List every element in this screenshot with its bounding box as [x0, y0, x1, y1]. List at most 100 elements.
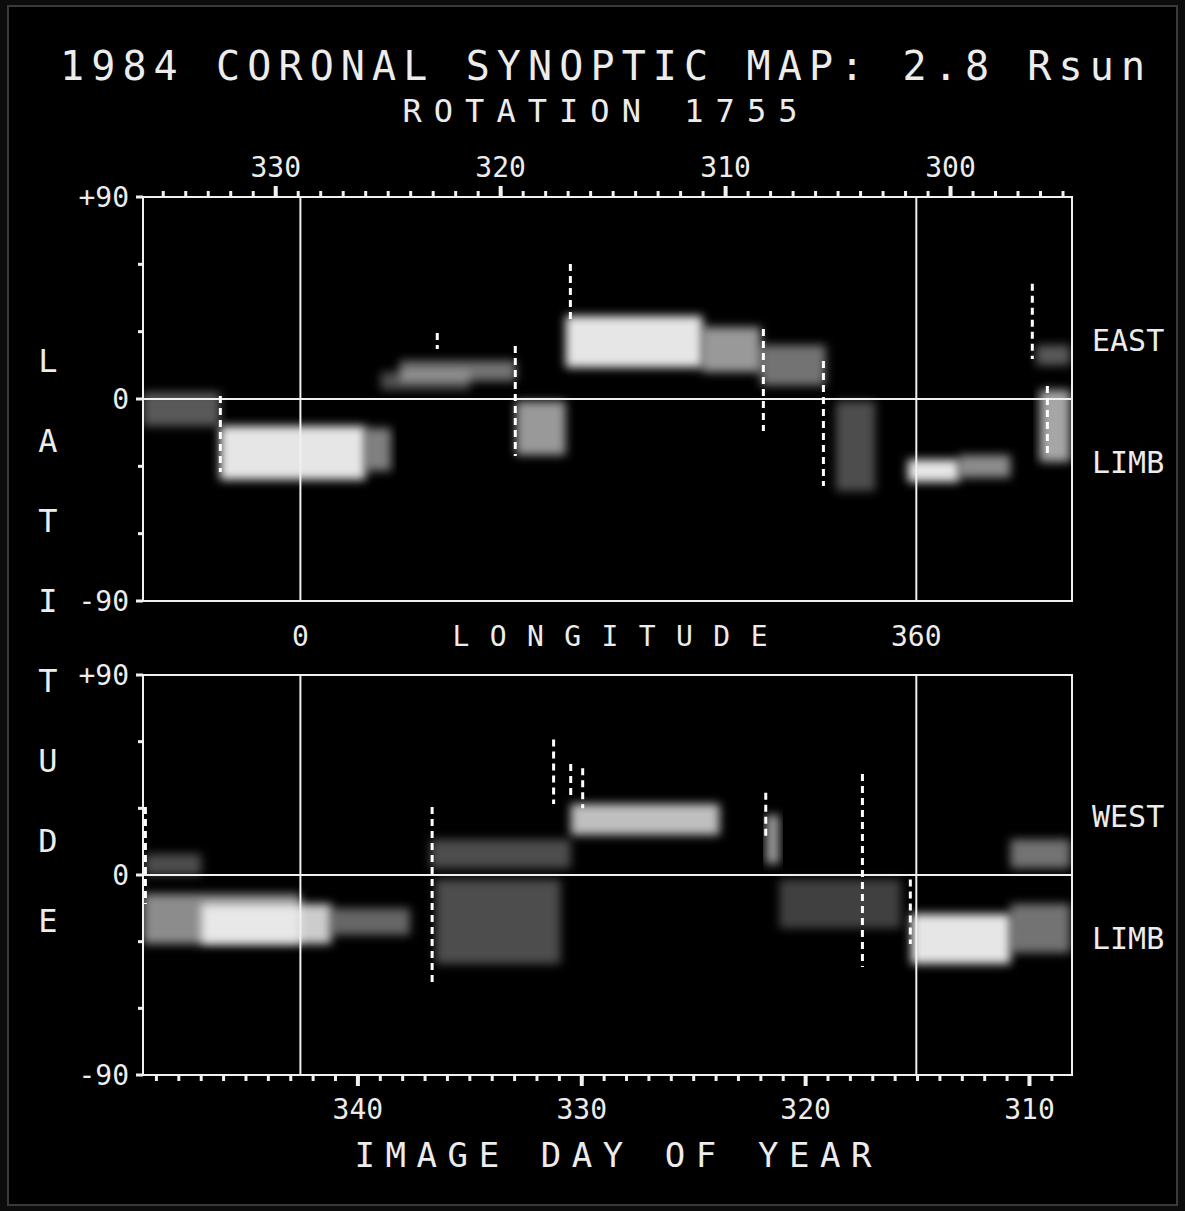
day-tick [724, 186, 728, 197]
day-minor-tick [446, 1075, 449, 1081]
day-minor-tick [162, 191, 165, 197]
y-tick [136, 600, 143, 603]
day-minor-tick [222, 1075, 225, 1081]
day-minor-tick [702, 191, 705, 197]
dashed-marker [1046, 386, 1049, 456]
day-minor-tick [513, 1075, 516, 1081]
day-minor-tick [297, 191, 300, 197]
day-minor-tick [916, 1075, 919, 1081]
day-tick [499, 186, 503, 197]
dashed-marker [822, 361, 825, 486]
y-axis-title-letter: U [38, 742, 57, 780]
day-minor-tick [737, 1075, 740, 1081]
day-tick-label: 330 [556, 1093, 607, 1126]
panel-label-line: WEST [1092, 799, 1164, 834]
marks [143, 675, 1072, 1075]
x-tick-label: 360 [891, 620, 942, 653]
day-minor-tick [535, 1075, 538, 1081]
corona-feature [779, 879, 900, 928]
day-tick [274, 186, 278, 197]
panel-label-line: EAST [1092, 323, 1164, 358]
day-minor-tick [379, 1075, 382, 1081]
x-tick-label: 0 [292, 620, 309, 653]
y-tick [136, 874, 143, 877]
day-minor-tick [983, 1075, 986, 1081]
day-minor-tick [491, 1075, 494, 1081]
day-minor-tick [782, 1075, 785, 1081]
day-minor-tick [647, 1075, 650, 1081]
dashed-marker [861, 774, 864, 967]
day-tick-label: 340 [333, 1093, 384, 1126]
dashed-marker [514, 346, 517, 456]
day-minor-tick [200, 1075, 203, 1081]
day-minor-tick [477, 191, 480, 197]
corona-feature [761, 345, 826, 385]
day-minor-tick [634, 191, 637, 197]
day-tick [1027, 1075, 1031, 1086]
y-tick [136, 196, 143, 199]
y-grid-line [143, 874, 1072, 876]
x-axis-title: LONGITUDE [453, 620, 768, 653]
y-axis-title-letter: D [38, 822, 57, 860]
day-minor-tick [837, 191, 840, 197]
dashed-marker [581, 768, 584, 808]
day-minor-tick [401, 1075, 404, 1081]
day-minor-tick [454, 191, 457, 197]
panel-label-line: LIMB [1092, 445, 1164, 480]
day-minor-tick [679, 191, 682, 197]
corona-feature [1010, 904, 1070, 953]
day-minor-tick [155, 1075, 158, 1081]
day-minor-tick [814, 191, 817, 197]
day-minor-tick [871, 1075, 874, 1081]
y-minor-tick [138, 263, 143, 266]
day-minor-tick [207, 191, 210, 197]
y-tick-label: 0 [112, 383, 129, 416]
corona-feature [836, 401, 875, 491]
corona-feature [516, 401, 566, 455]
day-tick-label: 310 [1004, 1093, 1055, 1126]
day-minor-tick [252, 191, 255, 197]
y-axis-title-letter: I [38, 582, 57, 620]
day-minor-tick [289, 1075, 292, 1081]
day-minor-tick [826, 1075, 829, 1081]
corona-feature [201, 904, 331, 944]
y-grid-line [143, 398, 1072, 400]
corona-feature [143, 392, 220, 426]
corona-feature [959, 455, 1010, 477]
day-minor-tick [364, 191, 367, 197]
day-minor-tick [894, 1075, 897, 1081]
day-minor-tick [882, 191, 885, 197]
day-minor-tick [692, 1075, 695, 1081]
y-axis-title-letter: T [38, 662, 57, 700]
corona-feature [702, 327, 760, 372]
dashed-marker [569, 264, 572, 321]
day-minor-tick [342, 191, 345, 197]
day-minor-tick [468, 1075, 471, 1081]
day-minor-tick [424, 1075, 427, 1081]
day-tick-label: 300 [925, 151, 976, 184]
day-minor-tick [961, 1075, 964, 1081]
day-minor-tick [715, 1075, 718, 1081]
dashed-marker [144, 807, 147, 904]
day-minor-tick [522, 191, 525, 197]
photo-frame [8, 6, 1177, 1205]
day-minor-tick [589, 191, 592, 197]
day-minor-tick [972, 191, 975, 197]
corona-feature [430, 839, 570, 868]
day-minor-tick [312, 1075, 315, 1081]
corona-feature [766, 815, 780, 864]
day-minor-tick [184, 191, 187, 197]
y-minor-tick [138, 330, 143, 333]
y-tick-label: +90 [78, 181, 129, 214]
dashed-marker [436, 333, 439, 349]
day-tick [356, 1075, 360, 1086]
panel-label-line: LIMB [1092, 921, 1164, 956]
panel: +900-90340330320310WESTLIMB [78, 659, 1164, 1126]
y-axis-title-letter: L [38, 342, 57, 380]
panel-label: WEST LIMB [1092, 799, 1164, 956]
corona-feature [1039, 390, 1070, 462]
marks [143, 197, 1072, 601]
day-minor-tick [1062, 191, 1065, 197]
day-minor-tick [657, 191, 660, 197]
y-minor-tick [138, 1007, 143, 1010]
